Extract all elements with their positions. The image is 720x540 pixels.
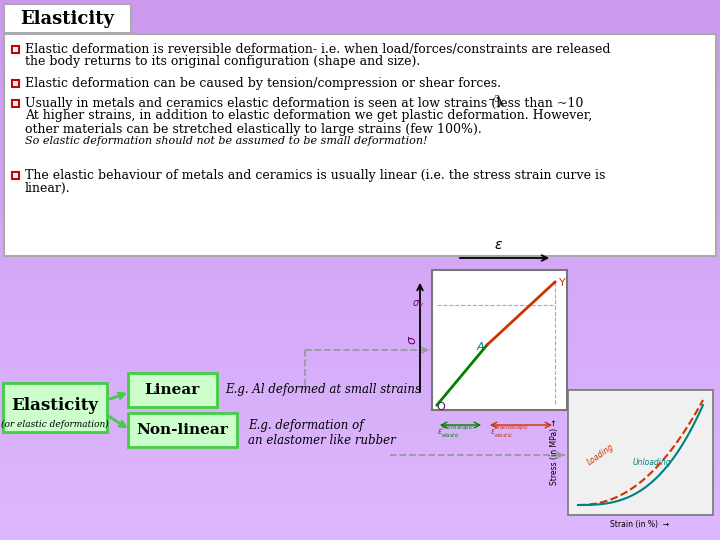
Text: E.g. deformation of: E.g. deformation of	[248, 418, 364, 431]
Text: The elastic behaviour of metals and ceramics is usually linear (i.e. the stress : The elastic behaviour of metals and cera…	[25, 168, 606, 181]
Text: A: A	[477, 342, 485, 352]
FancyBboxPatch shape	[12, 45, 19, 52]
Text: At higher strains, in addition to elastic deformation we get plastic deformation: At higher strains, in addition to elasti…	[25, 110, 593, 123]
Text: $\sigma_y$: $\sigma_y$	[412, 299, 424, 311]
Text: Elastic deformation can be caused by tension/compression or shear forces.: Elastic deformation can be caused by ten…	[25, 77, 501, 90]
Text: O: O	[436, 402, 445, 412]
Text: Y: Y	[559, 278, 566, 288]
Text: the body returns to its original configuration (shape and size).: the body returns to its original configu…	[25, 56, 420, 69]
Text: Elasticity: Elasticity	[20, 10, 114, 28]
FancyBboxPatch shape	[128, 373, 217, 407]
Text: $\sigma$: $\sigma$	[405, 335, 418, 345]
Text: other materials can be stretched elastically to large strains (few 100%).: other materials can be stretched elastic…	[25, 123, 482, 136]
Text: Elastic deformation is reversible deformation- i.e. when load/forces/constraints: Elastic deformation is reversible deform…	[25, 43, 611, 56]
Text: Strain (in %)  →: Strain (in %) →	[611, 520, 670, 529]
Text: linear).: linear).	[25, 181, 71, 194]
FancyBboxPatch shape	[128, 413, 237, 447]
FancyBboxPatch shape	[4, 4, 131, 33]
Text: (or elastic deformation): (or elastic deformation)	[1, 420, 109, 429]
FancyBboxPatch shape	[3, 383, 107, 432]
Text: Linear: Linear	[145, 383, 199, 397]
FancyBboxPatch shape	[432, 270, 567, 410]
Text: E.g. Al deformed at small strains: E.g. Al deformed at small strains	[225, 383, 421, 396]
FancyBboxPatch shape	[12, 79, 19, 86]
Text: an elastomer like rubber: an elastomer like rubber	[248, 434, 396, 447]
Text: Loading: Loading	[586, 442, 616, 467]
FancyBboxPatch shape	[568, 390, 713, 515]
Text: $\varepsilon_{elastic}^{Microscopic}$: $\varepsilon_{elastic}^{Microscopic}$	[437, 424, 474, 441]
Text: Elasticity: Elasticity	[12, 396, 99, 414]
FancyBboxPatch shape	[12, 99, 19, 106]
Text: $\varepsilon$: $\varepsilon$	[495, 238, 503, 252]
Text: $\varepsilon_{elastic}^{Macroscopic}$: $\varepsilon_{elastic}^{Macroscopic}$	[490, 424, 529, 441]
Text: So elastic deformation should not be assumed to be small deformation!: So elastic deformation should not be ass…	[25, 136, 428, 146]
FancyBboxPatch shape	[4, 34, 716, 256]
Text: Stress (in MPa) →: Stress (in MPa) →	[549, 419, 559, 485]
Text: Non-linear: Non-linear	[136, 423, 228, 437]
Text: ).: ).	[496, 97, 505, 110]
Text: −3: −3	[487, 94, 500, 104]
Text: Unloading: Unloading	[633, 458, 672, 467]
Text: Usually in metals and ceramics elastic deformation is seen at low strains (less : Usually in metals and ceramics elastic d…	[25, 97, 583, 110]
FancyBboxPatch shape	[12, 172, 19, 179]
